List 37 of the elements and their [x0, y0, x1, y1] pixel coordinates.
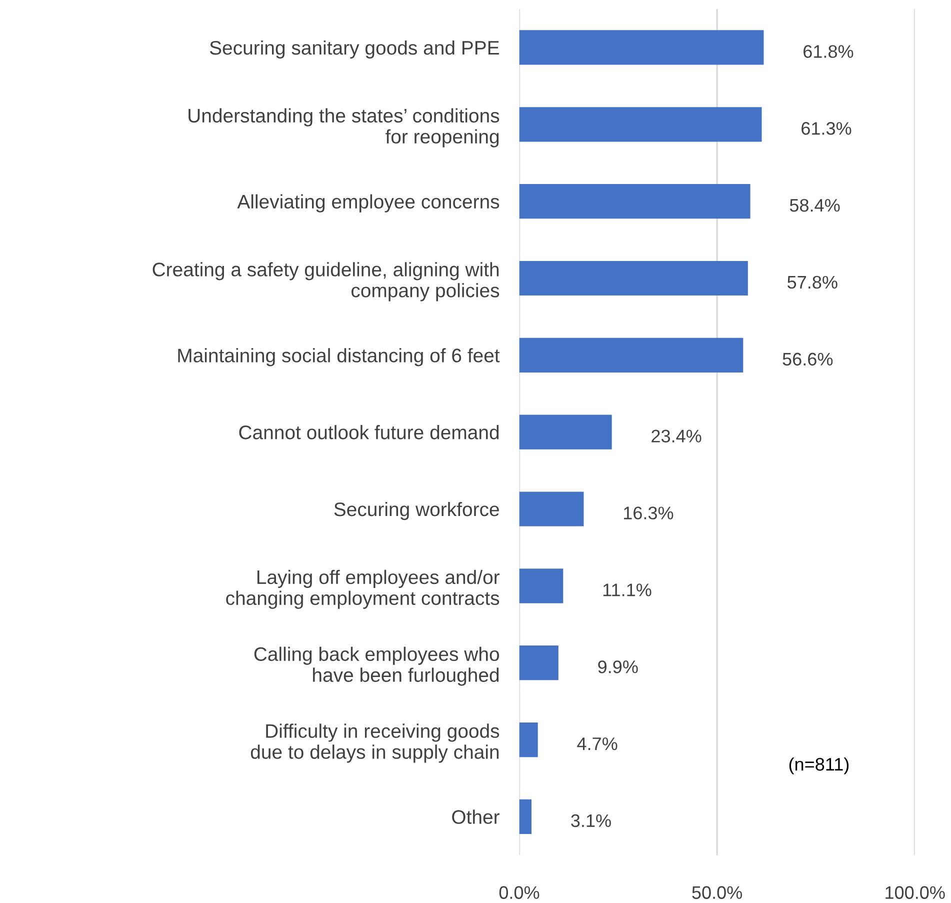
- data-label: 4.7%: [577, 737, 618, 750]
- y-tick-label: Laying off employees and/or changing employment contracts: [226, 570, 500, 609]
- x-tick-label: 50.0%: [692, 886, 742, 899]
- y-tick-label: Securing sanitary goods and PPE: [210, 40, 499, 59]
- x-tick-label: 0.0%: [499, 886, 540, 899]
- y-tick-label: Securing workforce: [334, 502, 499, 520]
- data-label: 58.4%: [790, 198, 840, 212]
- bar: [519, 492, 584, 526]
- y-tick-label: Other: [452, 810, 500, 824]
- x-tick-label: 100.0%: [886, 886, 945, 899]
- y-tick-label: Calling back employees who have been furloughed: [254, 646, 499, 686]
- y-tick-label: Creating a safety guideline, aligning with company policies: [152, 262, 500, 302]
- data-label: 9.9%: [598, 660, 638, 674]
- bar: [519, 107, 762, 142]
- bar: [519, 338, 744, 372]
- bar: [519, 646, 558, 680]
- data-label: 16.3%: [624, 506, 674, 520]
- y-tick-label: Maintaining social distancing of 6 feet: [178, 348, 500, 366]
- data-label: 57.8%: [788, 276, 838, 289]
- data-label: 11.1%: [603, 584, 652, 596]
- data-label: 61.8%: [804, 45, 854, 58]
- y-tick-label: Cannot outlook future demand: [239, 425, 499, 440]
- bar: [519, 568, 564, 604]
- bar: [519, 414, 612, 450]
- data-label: 56.6%: [782, 352, 833, 366]
- data-label: 3.1%: [571, 814, 611, 828]
- data-label: 61.3%: [802, 122, 852, 135]
- data-label: 23.4%: [652, 430, 702, 442]
- bar: [519, 184, 750, 219]
- y-tick-label: Difficulty in receiving goods due to delays in supply chain: [250, 724, 500, 763]
- annotation: (n=811): [789, 757, 849, 774]
- y-tick-label: Alleviating employee concerns: [237, 194, 500, 212]
- bar: [519, 799, 532, 834]
- bar: [519, 260, 748, 296]
- y-tick-label: Understanding the states’ conditions for reopening: [188, 108, 500, 148]
- bar: [519, 722, 538, 758]
- bar: [519, 30, 764, 65]
